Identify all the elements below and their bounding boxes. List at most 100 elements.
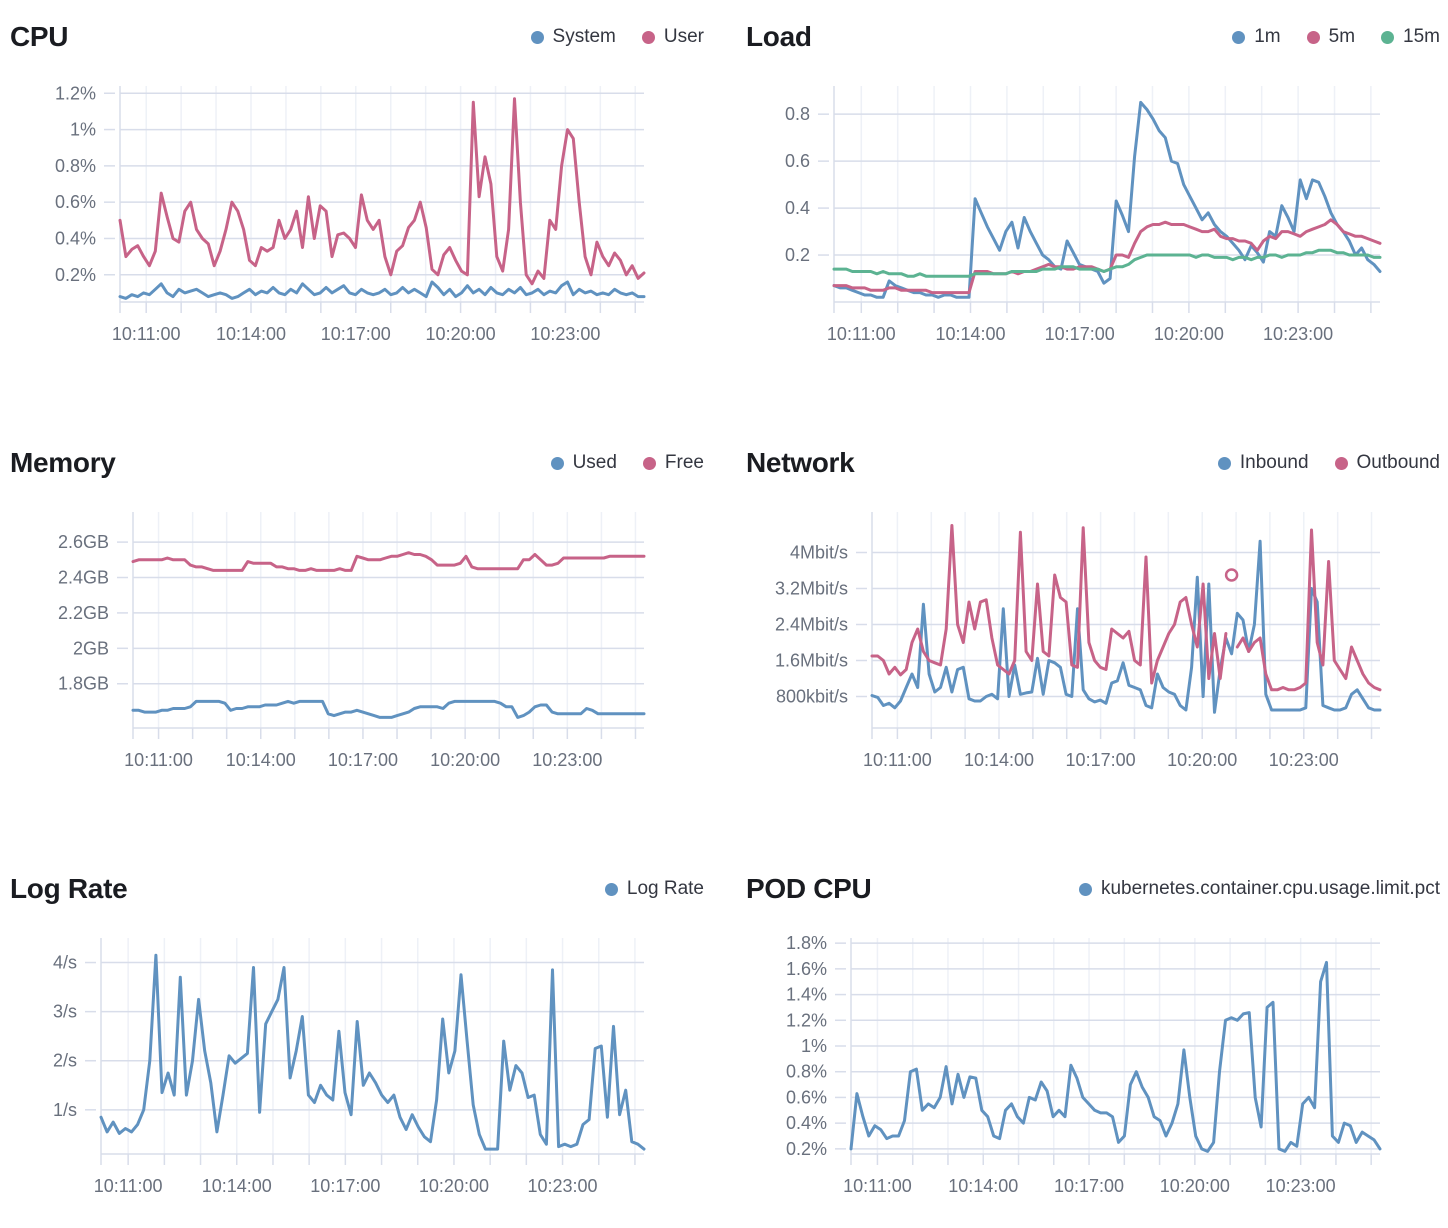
legend-item-outbound[interactable]: Outbound — [1334, 452, 1440, 474]
chart-plot-network[interactable]: 4Mbit/s 3.2Mbit/s 2.4Mbit/s 1.6Mbit/s 800kbi… — [744, 496, 1444, 796]
chart-plot-memory[interactable]: 2.6GB 2.4GB 2.2GB 2GB 1.8GB 10:11:00 10:14:00 1… — [8, 496, 708, 796]
x-tick-label: 10:17:00 — [328, 750, 398, 770]
chart-header: Memory Used Free — [10, 442, 704, 484]
x-tick-label: 10:20:00 — [1154, 324, 1224, 344]
series-line-log-rate[interactable] — [99, 953, 646, 1151]
x-tick-label: 10:11:00 — [124, 750, 193, 770]
chart-plot-pod-cpu[interactable]: 1.8% 1.6% 1.4% 1.2% 1% 0.8% 0.6% 0.4% 0.2% 10:11:… — [744, 922, 1444, 1222]
legend-item-free[interactable]: Free — [642, 452, 704, 474]
legend-label: Outbound — [1356, 452, 1440, 473]
chart-legend-cpu: System User — [530, 26, 704, 48]
x-tick-label: 10:14:00 — [964, 750, 1034, 770]
series-line-system[interactable] — [118, 280, 646, 300]
x-tick-label: 10:11:00 — [94, 1176, 163, 1196]
chart-title-cpu: CPU — [10, 21, 69, 52]
x-tick-label: 10:20:00 — [419, 1176, 489, 1196]
y-tick-label: 1.6Mbit/s — [775, 651, 848, 671]
chart-header: Network Inbound Outbound — [746, 442, 1440, 484]
chart-plot-log-rate[interactable]: 4/s 3/s 2/s 1/s 10:11:00 10:14:00 10:17:00 10:2… — [8, 922, 708, 1222]
x-tick-label: 10:23:00 — [1263, 324, 1333, 344]
legend-dot-icon — [1306, 30, 1320, 44]
series-line-user[interactable] — [118, 97, 646, 286]
legend-label: 5m — [1328, 26, 1356, 47]
y-tick-label: 2.6GB — [58, 532, 109, 552]
y-tick-label: 0.8 — [785, 104, 810, 124]
legend-dot-icon — [1381, 30, 1395, 44]
legend-item-system[interactable]: System — [530, 26, 616, 48]
legend-item-log-rate[interactable]: Log Rate — [604, 878, 704, 900]
x-tick-label: 10:20:00 — [1160, 1176, 1230, 1196]
legend-label: Free — [664, 452, 704, 473]
x-tick-label: 10:17:00 — [1066, 750, 1136, 770]
y-tick-label: 0.6% — [55, 192, 96, 212]
x-tick-label: 10:11:00 — [112, 324, 181, 344]
series-line-free[interactable] — [131, 551, 646, 572]
y-tick-label: 4/s — [53, 953, 77, 973]
chart-card-network: Network Inbound Outbound 4Mbit/s 3.2Mbit/s… — [744, 442, 1444, 796]
x-tick-label: 10:11:00 — [827, 324, 896, 344]
y-tick-label: 0.8% — [786, 1062, 827, 1082]
x-tick-label: 10:23:00 — [530, 324, 600, 344]
y-tick-label: 2.4GB — [58, 568, 109, 588]
x-tick-label: 10:23:00 — [1269, 750, 1339, 770]
x-tick-label: 10:20:00 — [430, 750, 500, 770]
legend-dot-icon — [641, 30, 655, 44]
y-tick-label: 1.8GB — [58, 674, 109, 694]
legend-item-used[interactable]: Used — [550, 452, 617, 474]
legend-dot-icon — [1217, 456, 1231, 470]
chart-title-log-rate: Log Rate — [10, 873, 128, 904]
legend-label: System — [552, 26, 616, 47]
legend-dot-icon — [550, 456, 564, 470]
series-line-kubernetes-container-cpu-usage-limit-pct[interactable] — [849, 960, 1382, 1153]
legend-dot-icon — [604, 882, 618, 896]
legend-dot-icon — [1232, 30, 1246, 44]
y-tick-label: 1.6% — [786, 959, 827, 979]
chart-title-pod-cpu: POD CPU — [746, 873, 872, 904]
legend-item-kubernetes-container-cpu-usage-limit-pct[interactable]: kubernetes.container.cpu.usage.limit.pct — [1078, 878, 1440, 900]
legend-label: Inbound — [1239, 452, 1309, 473]
series-line-used[interactable] — [131, 699, 646, 719]
y-tick-label: 2GB — [73, 638, 109, 658]
legend-label: 15m — [1403, 26, 1440, 47]
y-tick-label: 0.6% — [786, 1087, 827, 1107]
chart-title-network: Network — [746, 447, 855, 478]
y-tick-label: 1.2% — [55, 83, 96, 103]
legend-label: Used — [572, 452, 617, 473]
legend-item-user[interactable]: User — [641, 26, 704, 48]
chart-header: POD CPU kubernetes.container.cpu.usage.l… — [746, 868, 1440, 910]
y-tick-label: 0.8% — [55, 156, 96, 176]
x-tick-label: 10:20:00 — [1167, 750, 1237, 770]
y-tick-label: 0.4% — [55, 228, 96, 248]
chart-legend-pod-cpu: kubernetes.container.cpu.usage.limit.pct — [1078, 878, 1440, 900]
series-line-1m[interactable] — [832, 100, 1382, 299]
chart-legend-log-rate: Log Rate — [604, 878, 704, 900]
legend-item-15m[interactable]: 15m — [1381, 26, 1440, 48]
y-tick-label: 3.2Mbit/s — [775, 579, 848, 599]
y-tick-label: 1/s — [53, 1100, 77, 1120]
series-line-outbound[interactable] — [870, 524, 1382, 692]
x-tick-label: 10:23:00 — [532, 750, 602, 770]
legend-item-1m[interactable]: 1m — [1232, 26, 1281, 48]
chart-legend-memory: Used Free — [550, 452, 704, 474]
chart-card-load: Load 1m 5m 15m 0.8 0.6 0.4 0.2 10:11:00 10:14:0… — [744, 16, 1444, 370]
series-line-inbound[interactable] — [870, 539, 1382, 714]
legend-dot-icon — [642, 456, 656, 470]
series-line-15m[interactable] — [832, 248, 1382, 278]
y-tick-label: 1% — [801, 1036, 827, 1056]
chart-title-memory: Memory — [10, 447, 116, 478]
x-tick-label: 10:17:00 — [321, 324, 391, 344]
legend-label: 1m — [1254, 26, 1281, 47]
legend-item-inbound[interactable]: Inbound — [1217, 452, 1309, 474]
isolated-point-marker[interactable] — [1224, 568, 1239, 582]
chart-plot-load[interactable]: 0.8 0.6 0.4 0.2 10:11:00 10:14:00 10:17:00 10:2… — [744, 70, 1444, 370]
y-tick-label: 800kbit/s — [776, 687, 848, 707]
x-tick-label: 10:14:00 — [216, 324, 286, 344]
x-tick-label: 10:17:00 — [1045, 324, 1115, 344]
x-tick-label: 10:23:00 — [528, 1176, 598, 1196]
legend-item-5m[interactable]: 5m — [1306, 26, 1356, 48]
chart-header: CPU System User — [10, 16, 704, 58]
chart-plot-cpu[interactable]: 1.2% 1% 0.8% 0.6% 0.4% 0.2% 10:11:00 10:14:00 10… — [8, 70, 708, 370]
legend-dot-icon — [1078, 882, 1092, 896]
y-tick-label: 1.8% — [786, 933, 827, 953]
chart-legend-load: 1m 5m 15m — [1232, 26, 1440, 48]
